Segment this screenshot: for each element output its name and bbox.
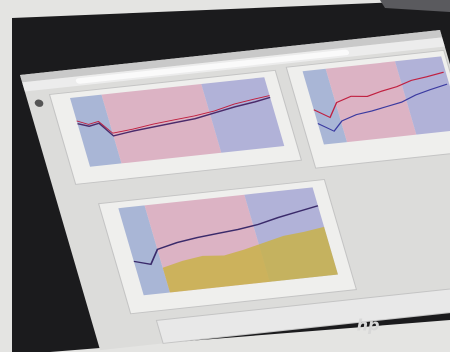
panel-3 bbox=[99, 180, 357, 314]
panel-2 bbox=[286, 50, 450, 168]
band-pink bbox=[102, 84, 222, 163]
page: hp (() => { const data = JSON.parse(docu… bbox=[0, 0, 450, 352]
photo: hp bbox=[0, 0, 450, 352]
logo: hp bbox=[357, 316, 380, 335]
